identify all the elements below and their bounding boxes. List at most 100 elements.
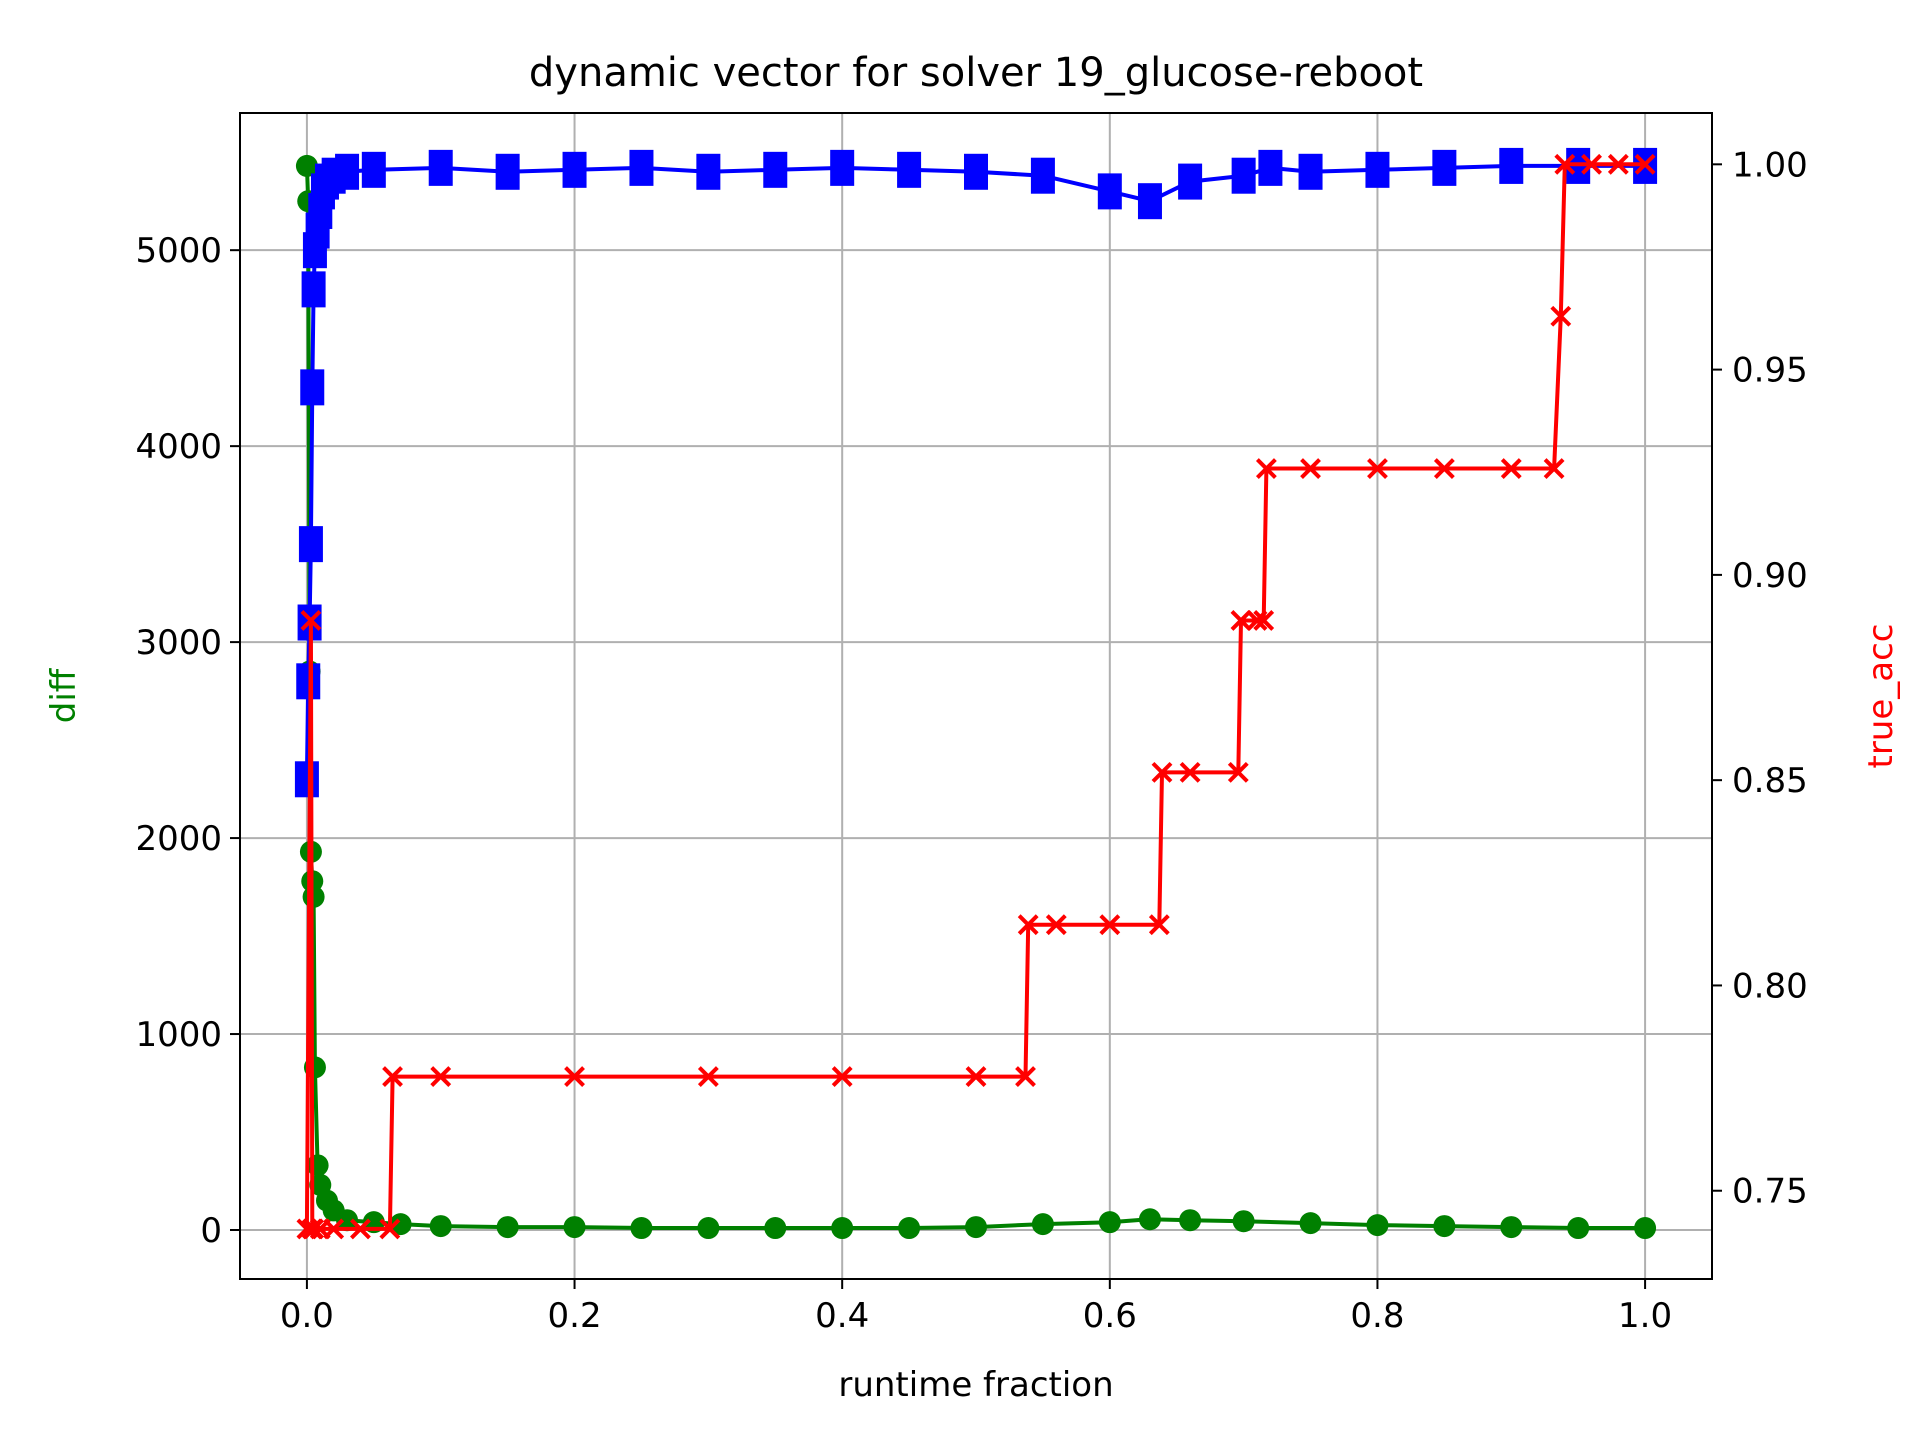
data-point bbox=[1227, 761, 1249, 783]
data-point bbox=[1097, 173, 1122, 210]
data-point bbox=[1255, 458, 1277, 479]
data-point bbox=[763, 151, 788, 188]
data-point bbox=[303, 1218, 325, 1240]
data-point bbox=[1138, 1208, 1161, 1231]
data-point bbox=[429, 1215, 452, 1238]
series-0 bbox=[295, 154, 1657, 1240]
data-point bbox=[295, 154, 318, 177]
series-line bbox=[304, 165, 1646, 1230]
y-axis-left-title: diff bbox=[44, 667, 84, 723]
x-tick-label: 0.0 bbox=[280, 1296, 334, 1336]
x-axis-title: runtime fraction bbox=[838, 1365, 1113, 1405]
data-point bbox=[1500, 1216, 1523, 1239]
x-tick-label: 0.2 bbox=[548, 1296, 602, 1336]
data-point bbox=[428, 149, 453, 186]
data-point bbox=[382, 1066, 403, 1088]
data-point bbox=[1550, 305, 1572, 327]
x-tick-label: 0.8 bbox=[1350, 1296, 1404, 1336]
data-point bbox=[1148, 914, 1170, 936]
x-tick-label: 0.4 bbox=[815, 1296, 869, 1336]
data-point bbox=[1230, 610, 1252, 631]
data-point bbox=[1367, 458, 1388, 479]
data-point bbox=[1232, 1210, 1255, 1233]
data-point bbox=[1015, 1066, 1036, 1088]
data-point bbox=[1017, 914, 1039, 936]
data-point bbox=[1031, 1213, 1054, 1236]
data-point bbox=[630, 1217, 653, 1240]
plot-frame bbox=[239, 112, 1713, 1280]
data-point bbox=[1137, 183, 1162, 220]
data-point bbox=[430, 1066, 452, 1088]
data-point bbox=[965, 1066, 987, 1088]
data-point bbox=[897, 151, 922, 188]
y-right-tick-label: 0.85 bbox=[1732, 761, 1808, 801]
data-point bbox=[1433, 458, 1455, 479]
data-point bbox=[764, 1217, 787, 1240]
series-line bbox=[304, 162, 1646, 1231]
y-left-tick-label: 1000 bbox=[135, 1015, 222, 1055]
data-point bbox=[696, 153, 721, 190]
y-left-tick-label: 4000 bbox=[135, 427, 222, 467]
data-point bbox=[1567, 1217, 1590, 1240]
data-point bbox=[831, 1066, 853, 1088]
data-point bbox=[1634, 1217, 1657, 1240]
data-point bbox=[563, 1216, 586, 1239]
chart-title: dynamic vector for solver 19_glucose-reb… bbox=[529, 50, 1423, 96]
series-layer bbox=[294, 147, 1658, 1240]
data-point bbox=[294, 761, 319, 798]
series-1 bbox=[294, 147, 1658, 798]
data-point bbox=[1581, 153, 1602, 175]
data-point bbox=[898, 1217, 921, 1240]
y-right-tick-label: 0.80 bbox=[1732, 966, 1808, 1006]
data-point bbox=[1178, 163, 1203, 200]
ticks: 0.0 0.2 0.4 0.6 0.8 1.00100020003000400050000… bbox=[135, 145, 1807, 1336]
data-point bbox=[1179, 1209, 1202, 1232]
data-point bbox=[1299, 1212, 1322, 1235]
y-left-tick-label: 0 bbox=[200, 1211, 222, 1251]
data-point bbox=[1179, 761, 1201, 783]
data-point bbox=[1607, 153, 1629, 175]
data-point bbox=[830, 149, 855, 186]
data-point bbox=[1246, 610, 1268, 631]
data-point bbox=[300, 369, 325, 406]
data-point bbox=[831, 1217, 854, 1240]
data-point bbox=[1298, 153, 1323, 190]
y-left-tick-label: 2000 bbox=[135, 819, 222, 859]
data-point bbox=[496, 1216, 519, 1239]
data-point bbox=[697, 1217, 720, 1240]
data-point bbox=[1433, 1215, 1456, 1238]
data-point bbox=[562, 151, 587, 188]
y-right-tick-label: 0.95 bbox=[1732, 351, 1808, 391]
x-tick-label: 1.0 bbox=[1618, 1296, 1672, 1336]
data-point bbox=[298, 526, 323, 563]
data-point bbox=[1045, 914, 1067, 936]
data-point bbox=[350, 1218, 371, 1240]
y-right-tick-label: 0.75 bbox=[1732, 1172, 1808, 1212]
data-point bbox=[1300, 458, 1321, 479]
y-left-tick-label: 5000 bbox=[135, 231, 222, 271]
series-2 bbox=[296, 153, 1656, 1240]
data-point bbox=[1098, 1211, 1121, 1234]
data-point bbox=[629, 149, 654, 186]
data-point bbox=[965, 1216, 987, 1239]
data-point bbox=[1432, 149, 1457, 186]
data-point bbox=[1258, 149, 1283, 186]
y-right-tick-label: 0.90 bbox=[1732, 556, 1808, 596]
data-point bbox=[1499, 147, 1524, 184]
data-point bbox=[1151, 761, 1173, 783]
y-left-tick-label: 3000 bbox=[135, 623, 222, 663]
data-point bbox=[335, 153, 360, 190]
y-right-tick-label: 1.00 bbox=[1732, 145, 1808, 185]
data-point bbox=[1554, 153, 1576, 175]
data-point bbox=[697, 1066, 719, 1088]
data-point bbox=[964, 153, 988, 190]
data-point bbox=[1500, 458, 1522, 479]
data-point bbox=[296, 663, 321, 700]
data-point bbox=[495, 153, 520, 190]
data-point bbox=[379, 1218, 401, 1240]
data-point bbox=[564, 1066, 585, 1088]
data-point bbox=[306, 1154, 329, 1177]
y-axis-right-title: true_acc bbox=[1861, 624, 1901, 769]
